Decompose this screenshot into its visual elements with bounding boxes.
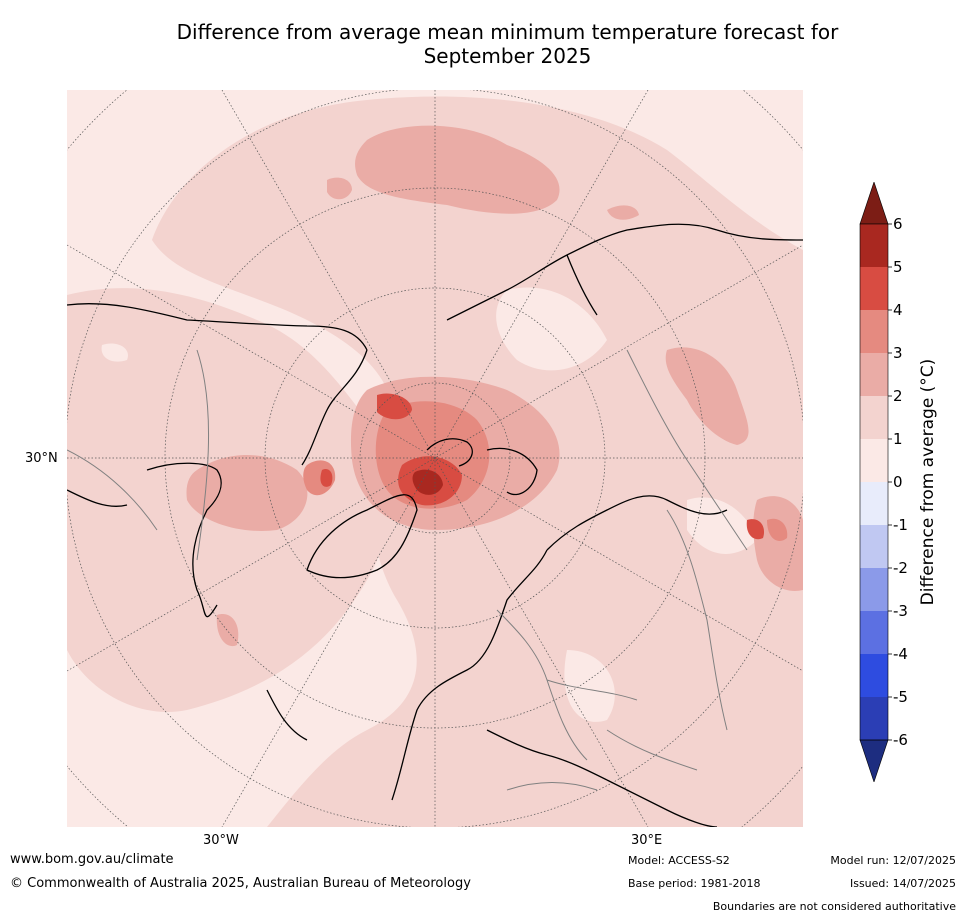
colorbar-extend-over [859,181,889,225]
colorbar-tick-label: -1 [893,516,908,534]
colorbar-swatch [860,697,888,740]
colorbar-svg: 6 5 4 3 2 1 0 -1 -2 -3 -4 -5 -6 [859,181,908,783]
colorbar-swatch [860,611,888,654]
colorbar-tick-label: -5 [893,688,908,706]
colorbar-tick-label: 5 [893,258,903,276]
anomaly-5-6-regions [412,469,443,495]
colorbar-swatch [860,568,888,611]
title-line-1: Difference from average mean minimum tem… [176,20,839,44]
colorbar-swatch [860,396,888,439]
title-line-2: September 2025 [423,44,592,68]
colorbar-extend-under [859,739,889,783]
coastlines [67,223,803,827]
footer-url: www.bom.gov.au/climate [10,852,174,867]
footer-disclaimer: Boundaries are not considered authoritat… [712,900,956,913]
graticule [67,90,803,827]
footer-issued: Issued: 14/07/2025 [849,877,956,890]
colorbar-tick-label: -2 [893,559,908,577]
footer-model: Model: ACCESS-S2 [628,854,730,867]
colorbar-swatch [860,267,888,310]
lon-label-30w: 30°W [203,833,239,848]
colorbar-tick-label: -6 [893,731,908,749]
colorbar-label-text: Difference from average (°C) [918,358,938,606]
colorbar-swatch [860,310,888,353]
colorbar: 6 5 4 3 2 1 0 -1 -2 -3 -4 -5 -6 [858,181,918,783]
map-svg [67,90,803,827]
colorbar-tick-label: 4 [893,301,903,319]
country-boundaries [67,349,748,791]
anomaly-0-1-patches [101,287,757,722]
colorbar-tick-label: 0 [893,473,903,491]
chart-title: Difference from average mean minimum tem… [0,20,965,68]
forecast-map [67,90,803,827]
colorbar-swatch [860,525,888,568]
lat-label-30n: 30°N [25,451,58,466]
colorbar-tick-label: 2 [893,387,903,405]
colorbar-swatch [860,353,888,396]
colorbar-tick-label: 3 [893,344,903,362]
anomaly-4-5-regions [320,393,765,540]
colorbar-tick-label: 1 [893,430,903,448]
footer-model-run: Model run: 12/07/2025 [830,854,956,867]
footer-copyright: © Commonwealth of Australia 2025, Austra… [10,876,471,891]
colorbar-tick-label: -3 [893,602,908,620]
footer-base-period: Base period: 1981-2018 [628,877,761,890]
colorbar-tick-label: -4 [893,645,908,663]
lon-label-30e: 30°E [631,833,663,848]
colorbar-tick-label: 6 [893,215,903,233]
colorbar-swatch [860,482,888,525]
colorbar-swatch [860,654,888,697]
colorbar-swatch [860,439,888,482]
colorbar-swatch [860,224,888,267]
